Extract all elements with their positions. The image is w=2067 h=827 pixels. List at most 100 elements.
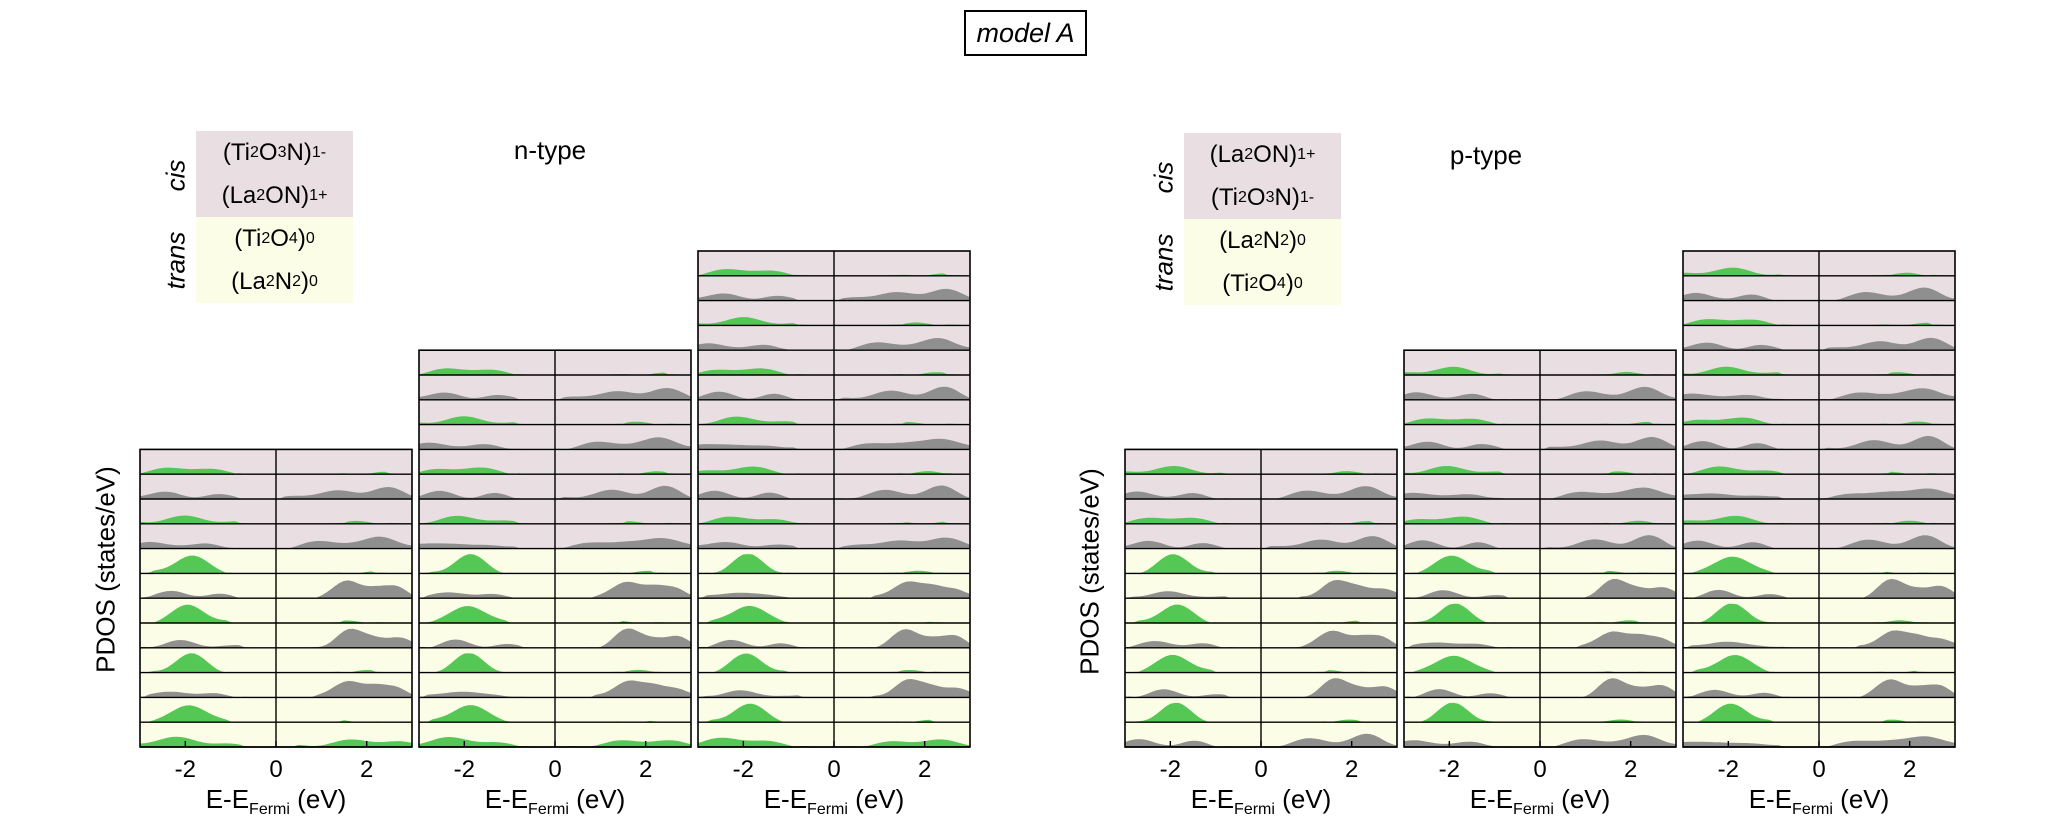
pdos-area-layer-13 bbox=[698, 416, 970, 425]
pdos-area-layer-18 bbox=[698, 288, 970, 301]
pdos-area-layer-2 bbox=[1683, 679, 1955, 698]
pdos-area-layer-13 bbox=[1404, 418, 1676, 425]
model-label: model A bbox=[964, 10, 1087, 56]
pdos-area-layer-1 bbox=[1125, 702, 1397, 723]
pdos-area-layer-15 bbox=[1404, 366, 1676, 375]
pdos-area-layer-3 bbox=[1683, 655, 1955, 673]
pdos-area-layer-5 bbox=[419, 606, 691, 623]
pdos-area-layer-9 bbox=[1683, 515, 1955, 524]
pdos-area-layer-3 bbox=[698, 653, 970, 673]
pdos-area-layer-12 bbox=[698, 438, 970, 450]
pdos-area-layer-6 bbox=[419, 581, 691, 599]
pdos-area-layer-8 bbox=[1683, 535, 1955, 549]
pdos-area-layer-7 bbox=[698, 554, 970, 574]
pdos-area-layer-9 bbox=[1404, 516, 1676, 524]
pdos-area-layer-0 bbox=[419, 737, 691, 747]
p-cis-label: cis bbox=[1148, 161, 1179, 194]
xlabel-n-2: E-EFermi (eV) bbox=[484, 784, 626, 819]
pdos-area-layer-7 bbox=[419, 554, 691, 574]
n-trans-label: trans bbox=[160, 231, 191, 290]
legend-formula-1: (Ti 2 O 3 N) 1- bbox=[1184, 176, 1341, 219]
pdos-area-layer-1 bbox=[1683, 703, 1955, 723]
pdos-area-layer-5 bbox=[1404, 603, 1676, 623]
pdos-area-layer-7 bbox=[140, 555, 412, 574]
pdos-area-layer-11 bbox=[1404, 466, 1676, 475]
pdos-area-layer-6 bbox=[698, 581, 970, 599]
legend-formula-0: (La 2 ON) 1+ bbox=[1184, 133, 1341, 176]
pdos-area-layer-1 bbox=[698, 703, 970, 723]
pdos-area-layer-3 bbox=[419, 653, 691, 673]
x-tick-label: -2 bbox=[1718, 756, 1739, 783]
pdos-area-layer-6 bbox=[140, 580, 412, 599]
p-type-legend: (La 2 ON) 1+ (Ti 2 O 3 N) 1- (La 2 N 2) 0 (Ti 2 O 4) 0 bbox=[1184, 133, 1341, 305]
pdos-area-layer-11 bbox=[698, 466, 970, 475]
p-ylabel: PDOS (states/eV) bbox=[1074, 468, 1105, 675]
pdos-area-layer-14 bbox=[1683, 388, 1955, 400]
xlabel-p-1: E-EFermi (eV) bbox=[1190, 784, 1332, 819]
pdos-area-layer-16 bbox=[1683, 337, 1955, 351]
pdos-area-layer-9 bbox=[140, 515, 412, 524]
x-tick-label: 0 bbox=[548, 756, 561, 783]
x-tick-label: 2 bbox=[1345, 756, 1358, 783]
pdos-area-layer-3 bbox=[140, 653, 412, 673]
x-tick-label: -2 bbox=[454, 756, 475, 783]
pdos-area-layer-4 bbox=[140, 628, 412, 648]
xlabel-p-2: E-EFermi (eV) bbox=[1469, 784, 1611, 819]
panel-n-3: -2 0 2 bbox=[697, 250, 971, 783]
pdos-area-layer-8 bbox=[140, 536, 412, 549]
x-tick-label: 0 bbox=[1812, 756, 1825, 783]
x-tick-label: -2 bbox=[733, 756, 754, 783]
pdos-area-layer-10 bbox=[140, 487, 412, 499]
pdos-area-layer-11 bbox=[1683, 466, 1955, 475]
x-tick-label: -2 bbox=[1439, 756, 1460, 783]
x-tick-label: -2 bbox=[1160, 756, 1181, 783]
panel-n-1: -2 0 2 bbox=[139, 448, 413, 783]
pdos-area-layer-2 bbox=[698, 679, 970, 698]
pdos-area-layer-16 bbox=[698, 338, 970, 351]
pdos-area-layer-0 bbox=[1125, 733, 1397, 747]
pdos-area-layer-2 bbox=[1404, 678, 1676, 698]
pdos-area-layer-4 bbox=[1404, 631, 1676, 648]
pdos-area-layer-8 bbox=[419, 538, 691, 549]
x-tick-label: 2 bbox=[1903, 756, 1916, 783]
legend-formula-3: (La 2 N 2) 0 bbox=[196, 260, 353, 303]
xlabel-n-3: E-EFermi (eV) bbox=[763, 784, 905, 819]
pdos-area-layer-1 bbox=[1404, 702, 1676, 723]
pdos-area-layer-18 bbox=[1683, 287, 1955, 301]
pdos-area-layer-11 bbox=[419, 467, 691, 475]
x-tick-label: -2 bbox=[175, 756, 196, 783]
pdos-area-layer-9 bbox=[1125, 517, 1397, 524]
panel-n-2: -2 0 2 bbox=[418, 349, 692, 783]
pdos-area-layer-9 bbox=[419, 515, 691, 524]
n-type-legend: (Ti 2 O 3 N) 1- (La 2 ON) 1+ (Ti 2 O 4) 0 (La 2 N 2) 0 bbox=[196, 131, 353, 303]
pdos-area-layer-4 bbox=[1683, 630, 1955, 648]
xlabel-p-3: E-EFermi (eV) bbox=[1748, 784, 1890, 819]
pdos-area-layer-10 bbox=[419, 485, 691, 499]
pdos-area-layer-6 bbox=[1404, 579, 1676, 599]
x-tick-label: 2 bbox=[1624, 756, 1637, 783]
pdos-area-layer-10 bbox=[1404, 487, 1676, 499]
x-tick-label: 0 bbox=[827, 756, 840, 783]
pdos-area-layer-4 bbox=[419, 628, 691, 648]
pdos-area-layer-5 bbox=[698, 605, 970, 623]
pdos-area-layer-4 bbox=[698, 629, 970, 648]
pdos-area-layer-13 bbox=[419, 416, 691, 425]
pdos-area-layer-11 bbox=[140, 467, 412, 475]
pdos-area-layer-15 bbox=[1683, 366, 1955, 375]
pdos-area-layer-10 bbox=[1683, 488, 1955, 499]
pdos-area-layer-0 bbox=[1404, 734, 1676, 747]
pdos-area-layer-14 bbox=[698, 386, 970, 400]
pdos-area-layer-5 bbox=[1125, 604, 1397, 623]
x-tick-label: 2 bbox=[360, 756, 373, 783]
x-tick-label: 0 bbox=[1533, 756, 1546, 783]
pdos-area-layer-3 bbox=[1125, 655, 1397, 673]
pdos-area-layer-17 bbox=[698, 317, 970, 326]
pdos-area-layer-6 bbox=[1683, 578, 1955, 599]
pdos-area-layer-1 bbox=[419, 705, 691, 723]
pdos-area-layer-19 bbox=[698, 269, 970, 276]
p-trans-label: trans bbox=[1148, 233, 1179, 292]
legend-formula-0: (Ti 2 O 3 N) 1- bbox=[196, 131, 353, 174]
pdos-area-layer-4 bbox=[1125, 630, 1397, 648]
